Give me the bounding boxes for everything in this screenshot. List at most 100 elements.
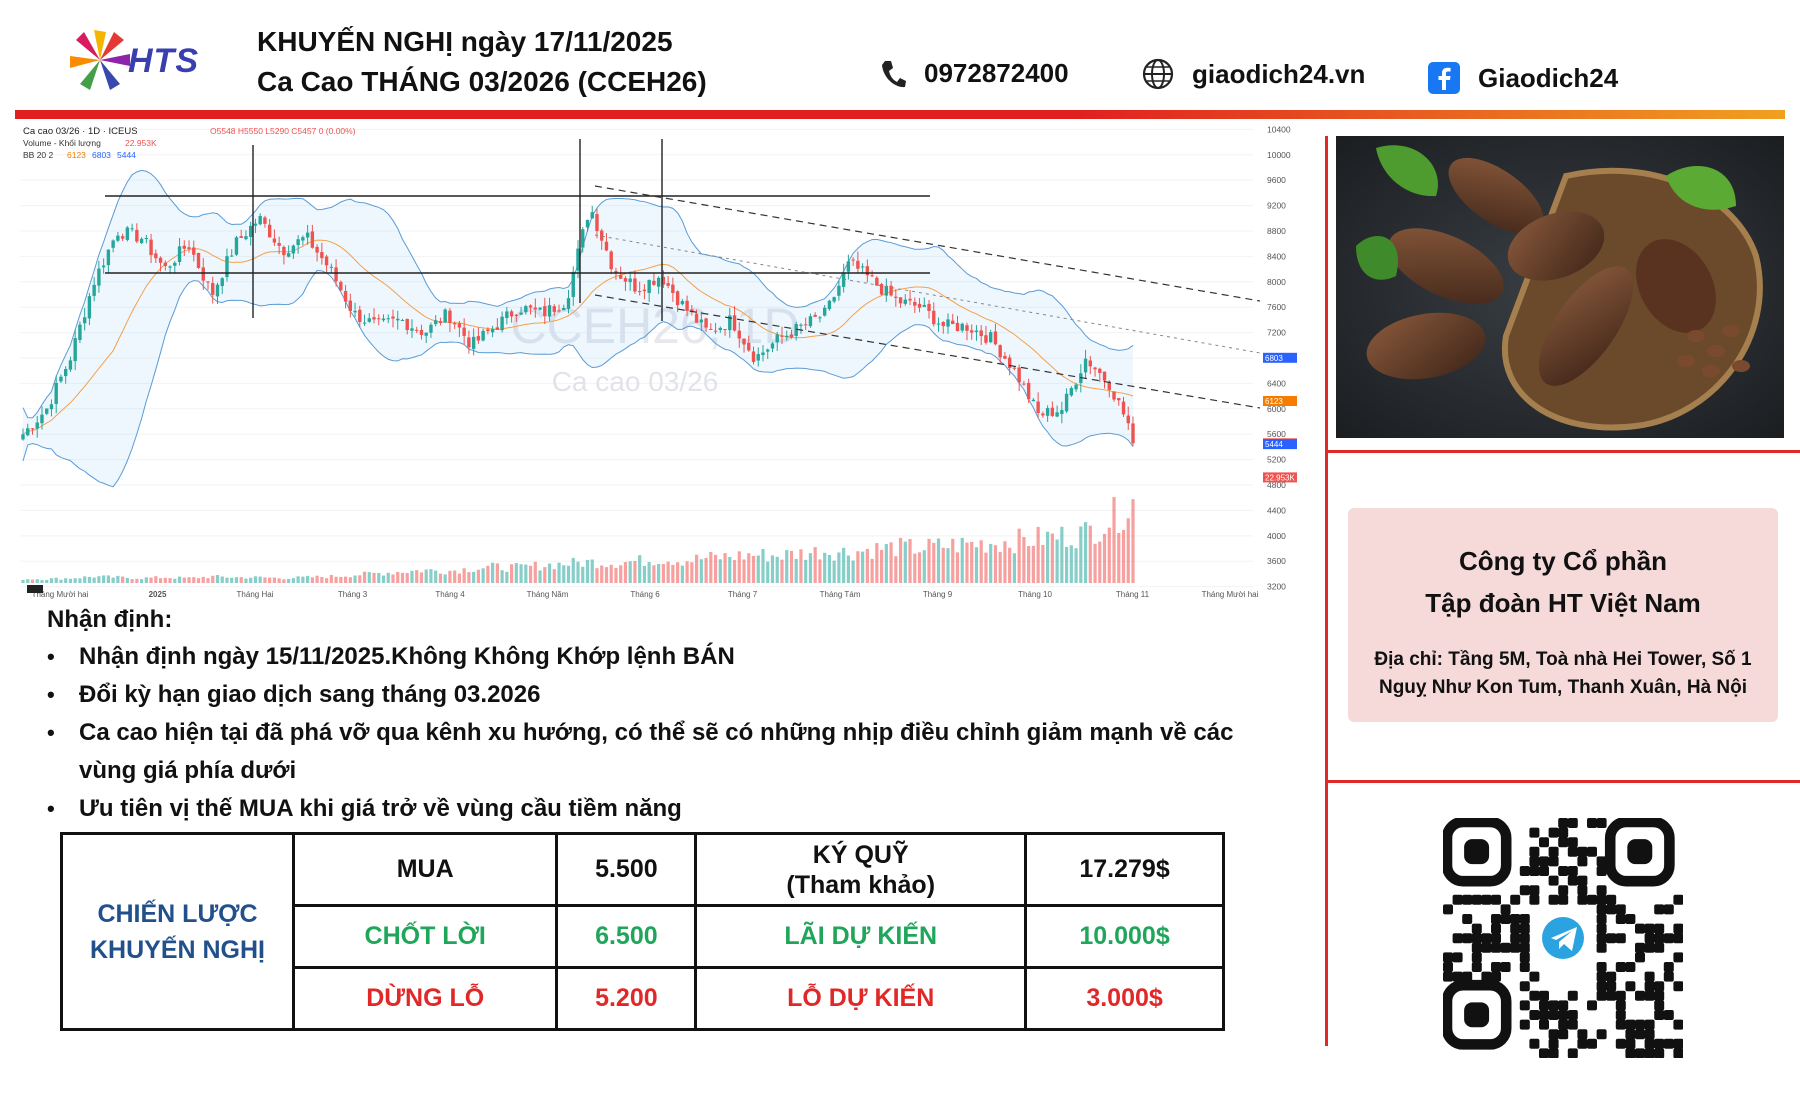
qr-module [1481, 933, 1492, 944]
candle-body [794, 323, 798, 336]
volume-bar [922, 550, 926, 583]
qr-module [1481, 894, 1492, 905]
volume-bar [1117, 532, 1121, 583]
candle-body [870, 275, 874, 277]
qr-module [1491, 971, 1501, 982]
qr-module [1654, 990, 1665, 1001]
candle-body [846, 261, 851, 272]
price-chart[interactable]: 10400 10000 9600 9200 8800 8400 8000 7600 7200 68… [15, 123, 1310, 601]
qr-module [1452, 933, 1463, 944]
candle-body [1041, 413, 1045, 416]
candle-body [206, 281, 210, 283]
volume-bar [106, 575, 110, 583]
qr-module [1443, 904, 1453, 915]
candle-body [97, 268, 101, 286]
table-row: CHIẾN LƯỢC KHUYẾN NGHỊ MUA 5.500 KÝ QUỸ … [60, 832, 1225, 1031]
candle-body [116, 235, 120, 241]
metric-cell: KÝ QUỸ (Tham khảo) [694, 832, 1028, 907]
volume-bar [889, 542, 893, 583]
candle-body [348, 300, 353, 311]
volume-bar [694, 554, 699, 583]
volume-bar [111, 577, 115, 583]
chart-ohlc-label: O5548 H5550 L5290 C5457 0 (0.00%) [210, 126, 356, 136]
qr-module [1462, 894, 1473, 905]
qr-module [1510, 894, 1521, 905]
volume-bar [917, 552, 922, 583]
candle-body [471, 336, 476, 349]
qr-module [1587, 894, 1597, 905]
candle-body [699, 319, 704, 323]
volume-bar [377, 572, 381, 583]
volume-bar [196, 578, 201, 583]
action-cell: MUA [291, 832, 559, 907]
candle-body [576, 248, 580, 271]
qr-module [1625, 914, 1636, 924]
candle-body [951, 320, 955, 325]
telegram-qr-code[interactable] [1443, 818, 1683, 1058]
volume-bar [396, 572, 400, 583]
candle-body [628, 278, 632, 283]
candle-body [974, 330, 979, 333]
volume-bar [1055, 539, 1059, 583]
facebook-link[interactable]: Giaodich24 [1428, 62, 1618, 94]
qr-module [1606, 971, 1617, 982]
website-link[interactable]: giaodich24.vn [1142, 58, 1365, 90]
qr-module [1471, 894, 1482, 905]
volume-bar [505, 571, 509, 583]
qr-module [1481, 942, 1492, 953]
phone-contact[interactable]: 0972872400 [880, 58, 1069, 89]
qr-module [1548, 1038, 1559, 1049]
volume-bar [249, 577, 253, 583]
volume-bar [742, 559, 746, 583]
candle-body [35, 422, 39, 429]
volume-bar [121, 576, 125, 583]
qr-module [1558, 1029, 1569, 1040]
candlestick-chart[interactable]: 10400 10000 9600 9200 8800 8400 8000 7600 7200 68… [15, 123, 1310, 601]
candle-body [54, 382, 58, 404]
qr-module [1529, 866, 1540, 876]
volume-bar [571, 557, 575, 583]
price-tag-label: 6803 [1265, 354, 1283, 363]
candle-body [1064, 393, 1069, 412]
candle-body [766, 349, 770, 352]
candle-body [329, 266, 334, 268]
qr-module [1558, 827, 1569, 838]
candle-body [922, 304, 926, 307]
qr-module [1567, 818, 1578, 828]
y-tick-label: 8000 [1267, 277, 1286, 287]
volume-bar [59, 579, 63, 583]
volume-bar [581, 566, 585, 583]
volume-bar [960, 537, 964, 583]
volume-bar [898, 537, 903, 583]
candle-body [571, 271, 575, 297]
volume-bar [239, 577, 243, 583]
volume-bar [785, 550, 789, 583]
analysis-section: Nhận định: Nhận định ngày 15/11/2025.Khô… [47, 602, 1297, 828]
qr-module [1596, 914, 1607, 924]
qr-module [1596, 1029, 1607, 1040]
qr-module [1539, 1000, 1549, 1011]
volume-bar [903, 541, 907, 583]
candle-body [1093, 367, 1097, 370]
candle-body [1102, 371, 1107, 381]
candle-body [211, 283, 215, 295]
qr-module [1567, 866, 1578, 876]
candle-body [547, 305, 552, 317]
volume-bar [495, 563, 499, 583]
volume-bar [97, 576, 101, 583]
candle-body [26, 428, 30, 436]
qr-module [1606, 990, 1617, 1001]
candle-body [827, 300, 832, 310]
candle-body [258, 216, 262, 225]
candle-body [585, 219, 590, 228]
candle-body [751, 351, 756, 362]
volume-bar [585, 559, 590, 583]
candle-body [742, 338, 746, 345]
qr-module [1644, 1029, 1655, 1040]
candle-body [875, 277, 879, 286]
qr-module [1491, 894, 1501, 905]
volume-bar [158, 578, 163, 583]
qr-module [1510, 933, 1521, 944]
strategy-label-line: CHIẾN LƯỢC [97, 899, 258, 928]
candle-body [339, 281, 343, 291]
